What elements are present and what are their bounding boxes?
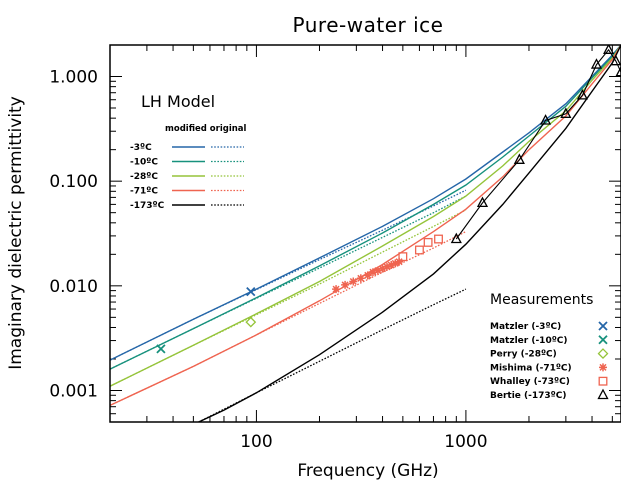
- marker-triangle-shape: [599, 390, 608, 399]
- measurements-legend-label: Bertie (-173ºC): [490, 391, 566, 401]
- data-point: [332, 285, 340, 293]
- marker-square-shape: [424, 239, 432, 247]
- marker-x-shape: [599, 322, 607, 330]
- data-point: [416, 246, 424, 254]
- measurements-legend-marker: [599, 390, 608, 399]
- model-legend: LH Model modified original -3ºC -10ºC -28º…: [130, 92, 247, 211]
- y-tick-label: 1.000: [49, 68, 98, 88]
- data-point: [349, 277, 357, 285]
- marker-square-shape: [599, 377, 607, 385]
- marker-x-shape: [247, 288, 255, 296]
- marker-diamond-shape: [599, 349, 608, 358]
- marker-square-shape: [399, 253, 407, 261]
- model-legend-label: -28ºC: [130, 172, 158, 182]
- measurements-legend-label: Mishima (-71ºC): [490, 363, 572, 373]
- x-axis-label: Frequency (GHz): [297, 461, 438, 480]
- marker-asterisk-shape: [341, 281, 349, 289]
- marker-square-shape: [435, 235, 443, 243]
- measurements-legend-marker: [599, 322, 607, 330]
- measurements-legend-title: Measurements: [490, 292, 593, 308]
- marker-asterisk-shape: [349, 277, 357, 285]
- model-legend-rows: -3ºC -10ºC -28ºC -71ºC -173ºC: [130, 143, 244, 211]
- measurements-legend-label: Whalley (-73ºC): [490, 377, 570, 387]
- data-point: [246, 318, 255, 327]
- marker-asterisk-shape: [332, 285, 340, 293]
- data-point: [157, 345, 165, 353]
- data-point: [424, 239, 432, 247]
- measurements-legend: Measurements Matzler (-3ºC) Matzler (-10º…: [490, 292, 608, 401]
- measurements-legend-marker: [599, 363, 607, 371]
- y-tick-label: 0.100: [49, 172, 98, 192]
- x-tick-label: 1000: [444, 432, 487, 452]
- data-point: [357, 274, 365, 282]
- y-tick-label: 0.010: [49, 277, 98, 297]
- data-point: [341, 281, 349, 289]
- model-legend-label: -10ºC: [130, 158, 158, 168]
- data-point: [399, 253, 407, 261]
- measurements-legend-marker: [599, 377, 607, 385]
- y-axis-label: Imaginary dielectric permittivity: [6, 96, 26, 370]
- measurements-legend-label: Perry (-28ºC): [490, 350, 557, 360]
- marker-x-shape: [599, 336, 607, 344]
- marker-asterisk-shape: [357, 274, 365, 282]
- y-tick-label: 0.001: [49, 381, 98, 401]
- data-point: [247, 288, 255, 296]
- chart-title: Pure-water ice: [293, 13, 444, 37]
- model-legend-label: -173ºC: [130, 201, 165, 211]
- x-tick-label: 100: [240, 432, 272, 452]
- model-legend-title: LH Model: [141, 92, 215, 111]
- measurements-legend-label: Matzler (-10ºC): [490, 336, 568, 346]
- measurements-legend-marker: [599, 349, 608, 358]
- marker-square-shape: [416, 246, 424, 254]
- marker-asterisk-shape: [599, 363, 607, 371]
- model-legend-label: -3ºC: [130, 143, 152, 153]
- measurements-legend-marker: [599, 336, 607, 344]
- measurements-legend-rows: Matzler (-3ºC) Matzler (-10ºC) Perry (-28º…: [490, 322, 608, 401]
- marker-diamond-shape: [246, 318, 255, 327]
- model-legend-label: -71ºC: [130, 187, 158, 197]
- marker-x-shape: [157, 345, 165, 353]
- measurements-legend-label: Matzler (-3ºC): [490, 322, 561, 332]
- model-legend-header: modified original: [165, 124, 247, 134]
- data-point: [435, 235, 443, 243]
